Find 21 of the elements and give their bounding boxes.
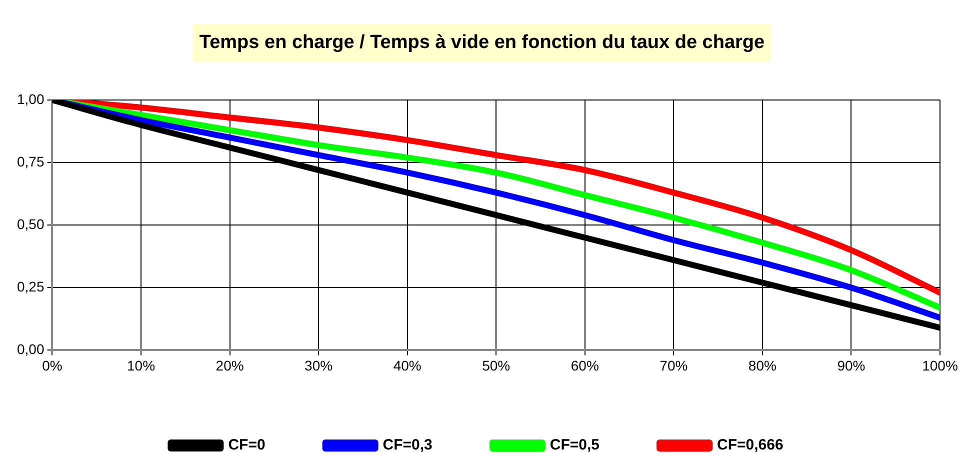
y-tick-label: 0,75 — [17, 153, 44, 170]
legend-label: CF=0,5 — [550, 436, 600, 454]
y-tick-label: 0,25 — [17, 278, 44, 295]
y-tick-label: 0,50 — [17, 216, 44, 232]
legend-label: CF=0,3 — [382, 436, 432, 454]
x-tick-label: 40% — [393, 357, 422, 374]
x-tick-label: 0% — [42, 357, 62, 374]
x-tick-label: 10% — [127, 357, 156, 374]
x-tick-label: 90% — [837, 357, 866, 374]
y-tick-label: 1,00 — [17, 90, 44, 107]
x-tick-label: 20% — [216, 357, 244, 374]
x-tick-label: 50% — [482, 357, 510, 374]
y-tick-label: 0,00 — [17, 341, 44, 358]
x-tick-label: 70% — [660, 357, 688, 374]
x-tick-label: 30% — [304, 357, 333, 374]
x-tick-label: 80% — [748, 357, 776, 374]
chart-title: Temps en charge / Temps à vide en fonction du taux de charge — [193, 24, 771, 62]
x-tick-label: 100% — [922, 357, 958, 374]
legend-label: CF=0 — [228, 436, 266, 454]
legend-label: CF=0,666 — [717, 436, 784, 454]
x-tick-label: 60% — [570, 357, 599, 374]
